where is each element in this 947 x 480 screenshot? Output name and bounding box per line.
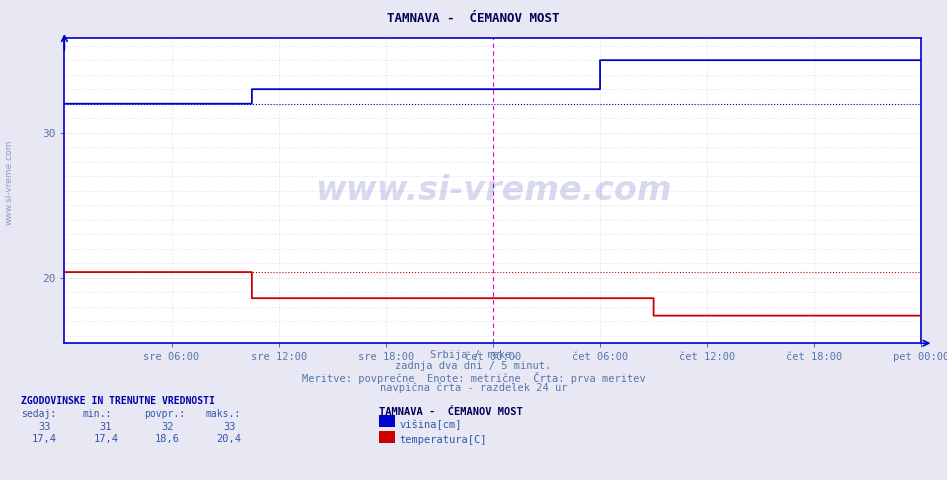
- Text: Srbija / reke.: Srbija / reke.: [430, 350, 517, 360]
- Text: temperatura[C]: temperatura[C]: [400, 435, 487, 445]
- Text: 18,6: 18,6: [155, 434, 180, 444]
- Text: 33: 33: [223, 422, 236, 432]
- Text: 17,4: 17,4: [32, 434, 57, 444]
- Text: 33: 33: [38, 422, 51, 432]
- Text: TAMNAVA -  ĆEMANOV MOST: TAMNAVA - ĆEMANOV MOST: [387, 12, 560, 25]
- Text: navpična črta - razdelek 24 ur: navpična črta - razdelek 24 ur: [380, 382, 567, 393]
- Text: zadnja dva dni / 5 minut.: zadnja dva dni / 5 minut.: [396, 361, 551, 371]
- Text: 31: 31: [99, 422, 113, 432]
- Text: povpr.:: povpr.:: [144, 409, 185, 420]
- Text: ZGODOVINSKE IN TRENUTNE VREDNOSTI: ZGODOVINSKE IN TRENUTNE VREDNOSTI: [21, 396, 215, 406]
- Text: 32: 32: [161, 422, 174, 432]
- Text: www.si-vreme.com: www.si-vreme.com: [5, 140, 14, 225]
- Text: 20,4: 20,4: [217, 434, 241, 444]
- Text: TAMNAVA -  ĆEMANOV MOST: TAMNAVA - ĆEMANOV MOST: [379, 407, 523, 417]
- Text: višina[cm]: višina[cm]: [400, 420, 462, 431]
- Text: min.:: min.:: [82, 409, 112, 420]
- Text: www.si-vreme.com: www.si-vreme.com: [314, 174, 671, 207]
- Text: Meritve: povprečne  Enote: metrične  Črta: prva meritev: Meritve: povprečne Enote: metrične Črta:…: [302, 372, 645, 384]
- Text: sedaj:: sedaj:: [21, 409, 56, 420]
- Text: maks.:: maks.:: [205, 409, 241, 420]
- Text: 17,4: 17,4: [94, 434, 118, 444]
